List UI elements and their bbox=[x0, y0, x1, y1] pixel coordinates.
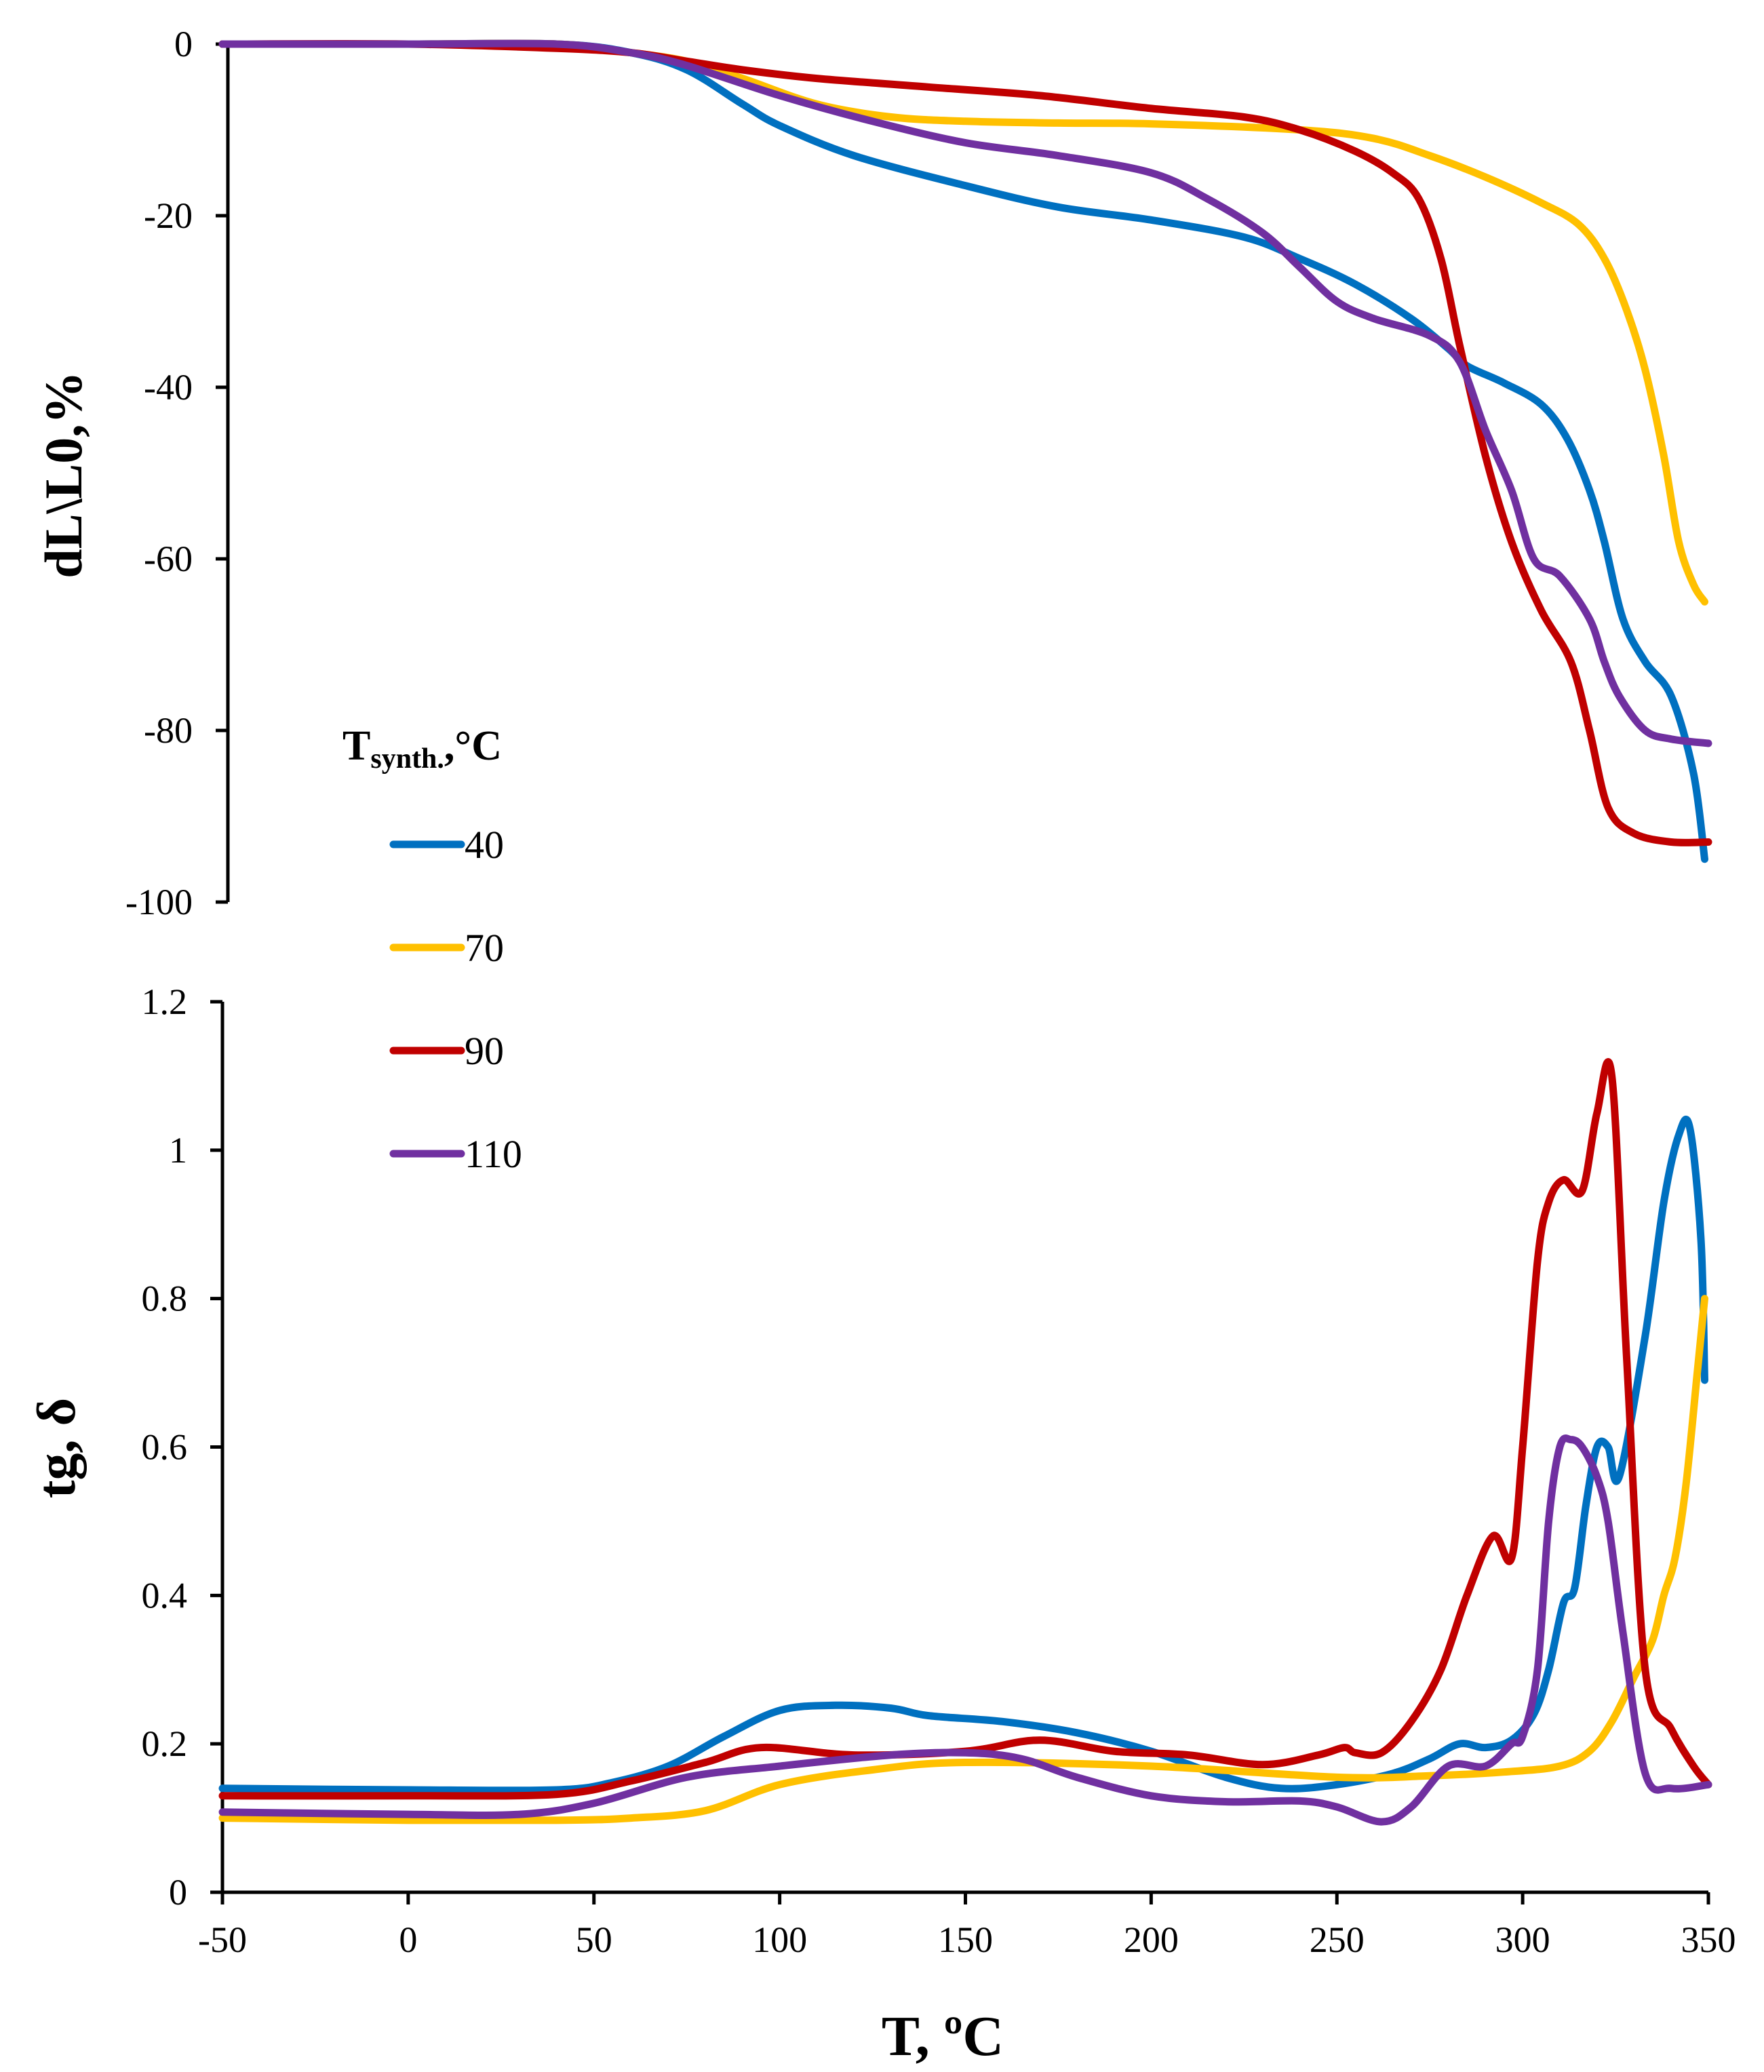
legend-label-90: 90 bbox=[465, 1029, 504, 1073]
top-y-tick-label: -20 bbox=[144, 195, 193, 236]
top-y-tick-label: 0 bbox=[174, 24, 193, 64]
x-tick-label: -50 bbox=[198, 1919, 247, 1960]
bottom-y-tick-label: 0.6 bbox=[142, 1427, 188, 1468]
legend: Tsynth.,°C 40 70 90 110 bbox=[342, 723, 522, 1176]
bottom-series-line-40 bbox=[218, 1115, 1708, 1795]
top-series-line-110 bbox=[218, 39, 1712, 747]
x-tick-label: 100 bbox=[752, 1919, 807, 1960]
legend-title-main: T bbox=[342, 723, 370, 769]
legend-title-unit: ,°C bbox=[444, 723, 502, 769]
top-y-ticks: 0 -20 -40 -60 -80 -100 bbox=[125, 24, 228, 922]
top-y-axis-title: dL\L0,% bbox=[34, 371, 93, 579]
x-tick-label: 150 bbox=[938, 1919, 993, 1960]
bottom-series-group bbox=[218, 1058, 1712, 1826]
x-tick-label: 50 bbox=[576, 1919, 612, 1960]
top-series-group bbox=[218, 39, 1712, 863]
legend-label-70: 70 bbox=[465, 926, 504, 970]
bottom-y-tick-label: 1 bbox=[169, 1130, 187, 1171]
bottom-panel: 0 0.2 0.4 0.6 0.8 1 1.2 -50 0 50 100 150 200 250 300 3… bbox=[27, 981, 1736, 2068]
x-tick-label: 300 bbox=[1495, 1919, 1550, 1960]
legend-entries: 40 70 90 110 bbox=[389, 823, 522, 1176]
bottom-y-tick-label: 1.2 bbox=[142, 981, 188, 1022]
x-tick-label: 250 bbox=[1310, 1919, 1365, 1960]
bottom-y-ticks: 0 0.2 0.4 0.6 0.8 1 1.2 bbox=[142, 981, 222, 1913]
x-tick-label: 0 bbox=[399, 1919, 417, 1960]
bottom-y-tick-label: 0 bbox=[169, 1872, 187, 1913]
bottom-series-line-70 bbox=[218, 1295, 1708, 1824]
legend-label-110: 110 bbox=[465, 1132, 522, 1176]
bottom-series-line-90 bbox=[218, 1058, 1712, 1800]
top-y-tick-label: -80 bbox=[144, 710, 193, 751]
top-y-tick-label: -100 bbox=[125, 882, 193, 922]
legend-label-40: 40 bbox=[465, 823, 504, 867]
top-series-line-70 bbox=[218, 39, 1708, 606]
legend-title-sub: synth. bbox=[370, 743, 444, 775]
x-axis-title: T, ºC bbox=[882, 2005, 1004, 2068]
top-panel: 0 -20 -40 -60 -80 -100 dL\L0,% bbox=[34, 24, 1712, 922]
top-y-tick-label: -40 bbox=[144, 367, 193, 408]
bottom-x-ticks: -50 0 50 100 150 200 250 300 350 bbox=[198, 1892, 1736, 1960]
x-tick-label: 350 bbox=[1681, 1919, 1736, 1960]
top-y-tick-label: -60 bbox=[144, 539, 193, 579]
bottom-y-tick-label: 0.2 bbox=[142, 1723, 188, 1764]
bottom-series-line-110 bbox=[218, 1434, 1712, 1826]
x-tick-label: 200 bbox=[1124, 1919, 1179, 1960]
bottom-y-tick-label: 0.4 bbox=[142, 1575, 188, 1616]
bottom-y-tick-label: 0.8 bbox=[142, 1278, 188, 1319]
legend-title: Tsynth.,°C bbox=[342, 723, 502, 775]
bottom-y-axis-title: tg, δ bbox=[27, 1398, 87, 1498]
